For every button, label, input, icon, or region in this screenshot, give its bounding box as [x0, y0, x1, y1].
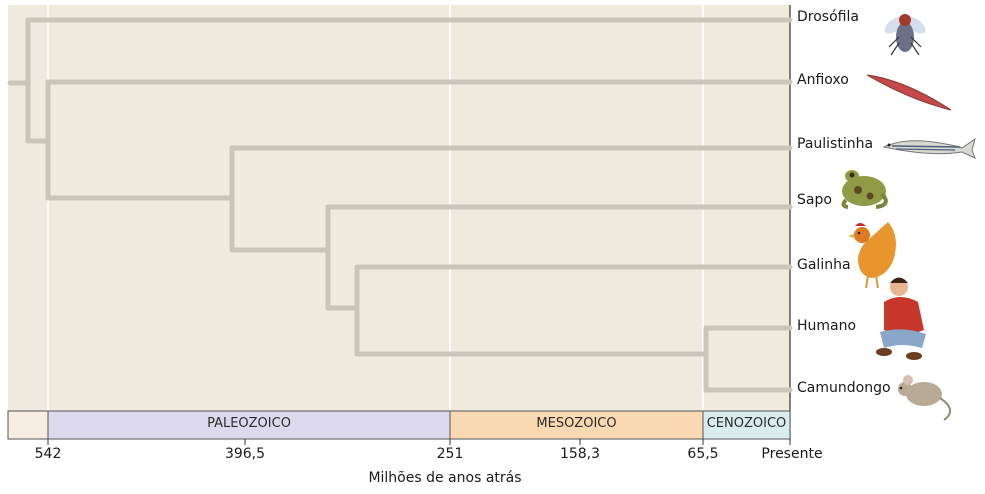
human-icon	[876, 277, 926, 360]
zebrafish-icon	[882, 137, 976, 159]
era-label-mesozoic: MESOZOICO	[536, 416, 617, 431]
tick-label-158: 158,3	[559, 446, 601, 462]
taxon-label-drosofila: Drosófila	[797, 9, 859, 25]
tick-label-396: 396,5	[224, 446, 266, 462]
era-bar	[7, 410, 791, 440]
tick-label-65: 65,5	[687, 446, 719, 462]
era-band-mesozoic	[449, 410, 704, 440]
era-label-cenozoic: CENOZOICO	[706, 416, 787, 431]
frog-icon	[841, 170, 888, 209]
era-label-paleozoic: PALEOZOICO	[207, 416, 291, 431]
lancelet-icon	[866, 74, 952, 111]
rooster-icon	[848, 222, 896, 289]
axis-ticks	[47, 439, 791, 445]
taxon-label-sapo: Sapo	[797, 192, 832, 208]
tick-label-542: 542	[34, 446, 62, 462]
tick-label-251: 251	[436, 446, 464, 462]
tree-branches	[7, 17, 793, 393]
era-band-paleozoic	[47, 410, 451, 440]
axis-title: Milhões de anos atrás	[368, 470, 522, 486]
taxon-label-paulistinha: Paulistinha	[797, 136, 874, 152]
taxon-label-anfioxo: Anfioxo	[797, 72, 849, 88]
taxon-label-humano: Humano	[797, 318, 857, 334]
era-band-cenozoic	[702, 410, 791, 440]
era-band-precambrian	[7, 410, 49, 440]
mouse-icon	[898, 375, 951, 421]
tick-label-presente: Presente	[761, 446, 823, 462]
taxon-label-galinha: Galinha	[797, 257, 851, 273]
taxon-label-camundongo: Camundongo	[797, 380, 891, 396]
fly-icon	[884, 14, 926, 56]
